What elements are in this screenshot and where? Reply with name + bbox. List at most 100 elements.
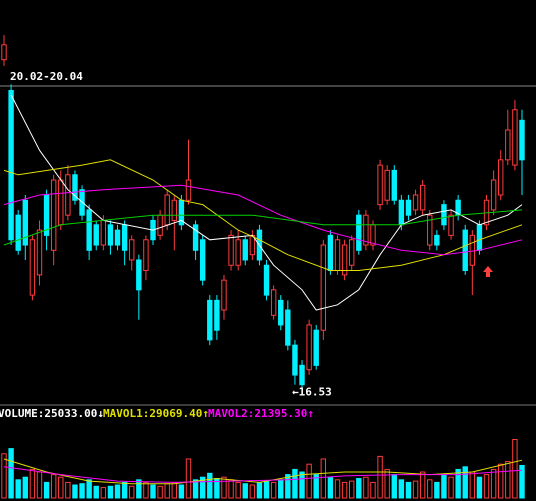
volume-legend: VOLUME:25033.00↓ xyxy=(0,407,104,420)
candle-body xyxy=(370,224,376,246)
volume-bar xyxy=(285,474,291,499)
volume-bar xyxy=(306,463,312,499)
volume-bar xyxy=(1,453,7,499)
candle-body xyxy=(22,199,28,246)
volume-bar xyxy=(278,479,284,499)
candle-body xyxy=(348,239,355,266)
candle-body xyxy=(498,159,504,196)
candle-body xyxy=(136,259,142,291)
volume-bar xyxy=(50,474,57,499)
candle-body xyxy=(434,234,440,246)
range-label: 20.02-20.04 xyxy=(10,70,83,83)
candle-body xyxy=(419,184,426,211)
candle-body xyxy=(356,214,362,251)
candle-body xyxy=(505,129,511,161)
volume-bar xyxy=(100,487,107,499)
candle-body xyxy=(490,179,497,211)
volume-bar xyxy=(15,479,21,499)
volume-bar xyxy=(79,483,85,499)
volume-bar xyxy=(235,481,241,499)
volume-bar xyxy=(192,479,199,499)
candle-body xyxy=(72,174,78,201)
candle-body xyxy=(299,364,305,386)
candle-body xyxy=(171,199,178,221)
candle-body xyxy=(65,174,71,216)
volume-bar xyxy=(299,471,305,499)
candle-body xyxy=(15,214,21,251)
volume-bar xyxy=(36,471,43,499)
volume-legend: MAVOL1:29069.40↑ xyxy=(103,407,209,420)
candle-body xyxy=(58,179,64,226)
candle-body xyxy=(192,224,199,251)
candle-body xyxy=(36,229,43,276)
volume-bar xyxy=(490,468,497,499)
volume-bar xyxy=(320,458,327,499)
candle-body xyxy=(398,199,405,226)
volume-bar xyxy=(263,480,270,499)
volume-bar xyxy=(363,476,369,499)
candle-body xyxy=(512,109,518,166)
candle-body xyxy=(8,89,14,241)
volume-legend: MAVOL2:21395.30↑ xyxy=(208,407,314,420)
volume-bar xyxy=(341,481,348,499)
volume-bar xyxy=(43,481,50,499)
candle-body xyxy=(114,229,121,246)
candle-body xyxy=(199,239,206,281)
ma-line xyxy=(3,159,523,271)
candle-body xyxy=(391,169,397,201)
volume-bar xyxy=(58,476,64,499)
candle-body xyxy=(270,289,277,316)
volume-bar xyxy=(29,468,36,499)
candle-body xyxy=(313,329,319,366)
volume-bar xyxy=(221,476,227,499)
candle-body xyxy=(441,204,447,226)
candle-body xyxy=(469,234,476,266)
candle-body xyxy=(1,44,7,61)
volume-bar xyxy=(143,481,149,499)
candle-body xyxy=(519,119,525,161)
candle-body xyxy=(50,179,57,251)
volume-bar xyxy=(228,479,234,499)
candle-body xyxy=(285,309,291,346)
volume-bar xyxy=(313,474,319,499)
volume-bar xyxy=(469,471,476,499)
volume-bar xyxy=(178,484,185,499)
signal-arrow xyxy=(483,266,493,277)
volume-bar xyxy=(157,485,163,499)
volume-bar xyxy=(356,478,362,499)
volume-bar xyxy=(72,484,78,499)
volume-bar xyxy=(348,480,355,499)
candle-body xyxy=(43,194,50,236)
candle-body xyxy=(462,229,468,272)
volume-bar xyxy=(93,485,99,499)
candle-body xyxy=(306,324,312,371)
low-label: ←16.53 xyxy=(292,386,332,399)
candle-body xyxy=(327,234,334,272)
volume-bar xyxy=(129,485,135,499)
volume-bar xyxy=(483,474,490,499)
candle-body xyxy=(221,279,227,311)
volume-bar xyxy=(441,474,447,499)
candle-body xyxy=(207,299,213,341)
volume-bar xyxy=(270,481,277,499)
ma-line xyxy=(3,184,523,256)
candle-body xyxy=(476,224,483,251)
candle-body xyxy=(292,344,298,376)
candle-body xyxy=(377,164,383,206)
volume-bar xyxy=(121,481,128,499)
candle-body xyxy=(263,264,270,296)
volume-bar xyxy=(448,476,454,499)
volume-bar xyxy=(498,463,504,499)
volume-bar xyxy=(512,439,518,499)
candle-body xyxy=(384,169,390,201)
candle-body xyxy=(100,219,107,246)
volume-bar xyxy=(327,476,334,499)
volume-bar xyxy=(114,484,121,499)
candle-body xyxy=(242,239,248,261)
volume-bar xyxy=(391,474,397,499)
candle-body xyxy=(107,224,114,246)
candle-body xyxy=(93,224,99,246)
ma-line xyxy=(10,94,523,311)
volume-bar xyxy=(107,485,114,499)
volume-bar xyxy=(136,479,142,499)
